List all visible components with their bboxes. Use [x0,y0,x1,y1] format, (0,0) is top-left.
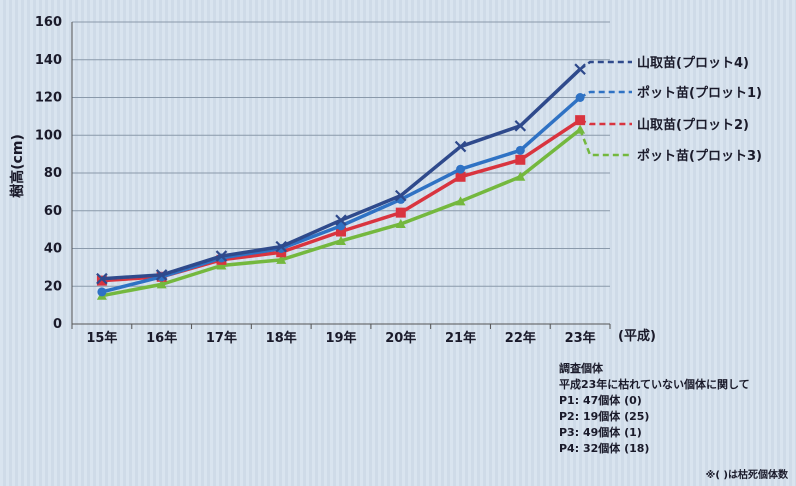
survey-note-line: P2: 19個体 (25) [559,410,650,423]
legend-label: ポット苗(プロット3) [637,148,762,164]
data-point [97,287,107,297]
legend-label: 山取苗(プロット2) [637,117,749,133]
data-point [394,189,407,202]
chart-axes: 0 20 40 60 80 100 120 140 160 15年 16年 17年 18年 19年 20年 2… [35,15,611,346]
data-point [96,275,107,286]
y-tick-label: 160 [35,15,62,30]
x-axis-unit: (平成) [618,328,656,344]
data-point [336,235,346,245]
data-point [275,240,288,253]
data-point [575,124,586,134]
x-tick-label: 20年 [385,330,416,346]
y-tick-label: 60 [44,204,62,219]
data-point [515,154,526,165]
data-point-stroke [514,120,527,132]
x-tick-label: 21年 [445,330,476,346]
series-layer [96,63,586,300]
series-line [101,67,582,281]
survey-note-subtitle: 平成23年に枯れていない個体に関して [559,378,750,391]
data-point-stroke [155,269,168,281]
data-point-stroke [215,250,228,262]
y-tick-label: 0 [53,317,62,332]
y-tick-label: 120 [35,91,62,106]
data-point-stroke [96,272,108,285]
data-point [515,171,526,181]
y-tick-label: 140 [35,53,62,68]
footnote: ※( )は枯死個体数 [705,470,788,481]
data-point [276,254,287,264]
data-point [514,120,527,132]
x-tick-label: 18年 [266,330,297,346]
data-point [455,196,466,206]
data-point [395,218,406,228]
legend-label: ポット苗(プロット1) [637,85,762,101]
data-point [216,260,227,270]
data-series [96,124,586,300]
legend-leader [579,118,632,126]
survey-note-line: P3: 49個体 (1) [559,426,642,439]
x-tick-label: 22年 [505,330,536,346]
data-point-stroke [275,240,288,253]
data-point [155,269,168,281]
y-axis-label: 樹高(cm) [9,134,26,198]
legend-leader [578,129,632,157]
legend-label: 山取苗(プロット4) [637,55,749,71]
data-point [456,164,466,174]
x-tick-label: 19年 [325,330,356,346]
y-tick-label: 80 [44,166,62,181]
data-point [336,226,346,237]
data-point [454,140,467,153]
survey-note-title: 調査個体 [559,362,603,375]
survey-note: 調査個体 平成23年に枯れていない個体に関して P1: 47個体 (0) P2:… [559,361,750,457]
legend-leader [579,60,632,71]
series-line [101,96,582,294]
data-series [96,63,586,285]
y-tick-label: 20 [44,279,62,294]
series-line [101,118,582,283]
y-tick-label: 100 [35,128,62,143]
data-point [515,145,525,155]
x-tick-label: 16年 [146,330,177,346]
data-series [97,93,585,297]
y-tick-label: 40 [44,242,62,257]
legend-leader [579,90,632,99]
data-point-stroke [394,189,407,202]
x-tick-label: 23年 [565,330,596,346]
survey-note-line: P4: 32個体 (18) [559,442,650,455]
data-point [395,207,406,218]
x-tick-label: 15年 [86,330,117,346]
data-point [335,214,347,226]
data-point [455,171,466,182]
data-point [215,250,228,262]
data-point [96,272,108,285]
survey-note-line: P1: 47個体 (0) [559,394,642,407]
x-tick-label: 17年 [206,330,237,346]
data-point-stroke [454,140,467,153]
chart-legend: ポット苗(プロット3) 山取苗(プロット2) ポット苗(プロット1) 山取苗(プロット… [578,55,762,164]
data-point-stroke [335,214,347,226]
data-point [156,279,167,289]
data-series [96,115,586,286]
